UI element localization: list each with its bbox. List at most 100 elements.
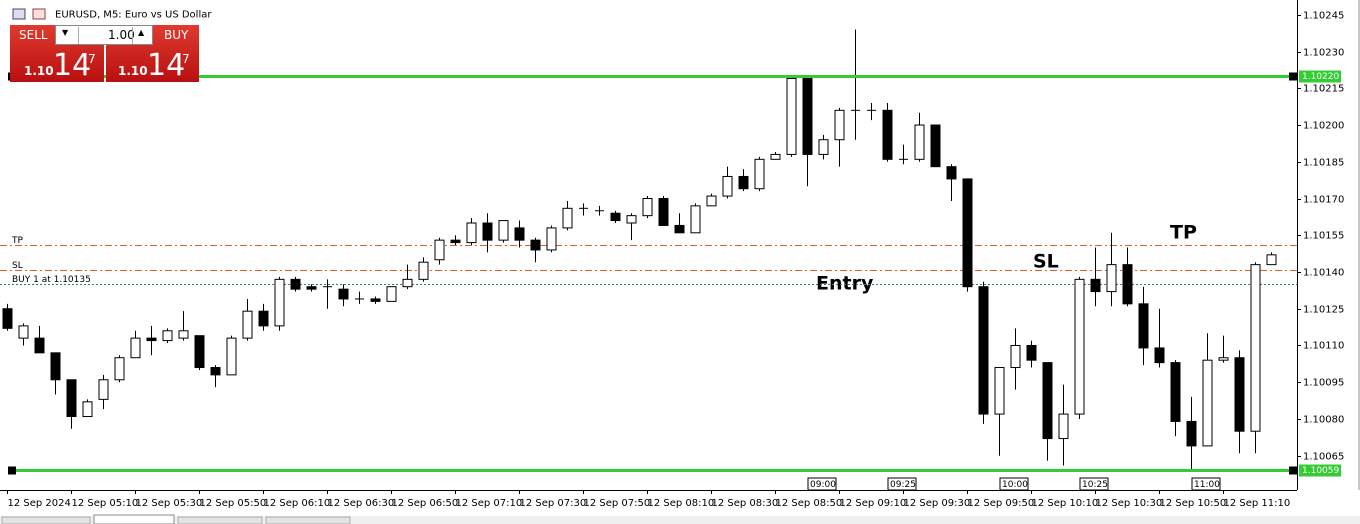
- candle-body: [818, 139, 829, 155]
- candle-body: [690, 205, 701, 234]
- x-tick-label: 12 Sep 06:50: [392, 498, 459, 509]
- candle-body: [962, 178, 973, 288]
- x-tick-label: 12 Sep 05:50: [200, 498, 267, 509]
- buy-price-point: 7: [182, 52, 190, 66]
- sell-button[interactable]: SELL 1.10 14 7: [10, 25, 104, 82]
- candle-body: [674, 224, 685, 234]
- time-marker-box: [1079, 477, 1109, 491]
- header-icons: [12, 8, 46, 20]
- y-tick-label: 1.10065: [1303, 452, 1344, 463]
- x-tick-label: 12 Sep 10:50: [1160, 498, 1227, 509]
- divider: [132, 27, 133, 44]
- candle-body: [274, 278, 285, 327]
- tabs: [0, 514, 1360, 524]
- candle-body: [162, 330, 173, 342]
- candle-body: [802, 77, 813, 155]
- y-tick-label: 1.10200: [1303, 121, 1344, 132]
- candle-body: [994, 367, 1005, 415]
- time-marker-box: [807, 477, 837, 491]
- annotation: Entry: [816, 273, 874, 295]
- candle-body: [930, 124, 941, 168]
- y-tick-label: 1.10185: [1303, 158, 1344, 169]
- candle-body: [1074, 278, 1085, 415]
- x-tick-label: 12 Sep 05:10: [72, 498, 139, 509]
- candle-body: [754, 158, 765, 190]
- time-marker: 10:00: [1002, 480, 1028, 490]
- candle-body: [1090, 278, 1101, 293]
- level-price-box: [1299, 70, 1341, 83]
- candle-body: [402, 278, 413, 288]
- level-handle: [1289, 466, 1297, 475]
- x-tick-label: 12 Sep 11:10: [1224, 498, 1291, 509]
- x-tick-label: 12 Sep 06:10: [264, 498, 331, 509]
- candle-body: [242, 310, 253, 339]
- candle-body: [258, 310, 269, 327]
- candle-body: [786, 77, 797, 155]
- x-tick-label: 12 Sep 10:10: [1032, 498, 1099, 509]
- candle-body: [82, 401, 93, 418]
- time-markers: 09:00 09:25 10:00 10:25 11:00: [807, 477, 1221, 491]
- candle-body: [978, 286, 989, 415]
- volume-down[interactable]: ▼: [62, 28, 69, 37]
- candle-body: [386, 286, 397, 302]
- candle-body: [1058, 413, 1069, 440]
- candle-body: [1250, 264, 1261, 432]
- tab-bar: [0, 516, 1360, 524]
- trade-line-label: TP: [11, 236, 23, 246]
- y-tick-label: 1.10110: [1303, 341, 1344, 352]
- candle-body: [1026, 344, 1037, 361]
- sell-label: SELL: [19, 28, 48, 42]
- icon: [32, 8, 46, 20]
- tab[interactable]: [93, 514, 175, 524]
- candle-body: [626, 215, 637, 224]
- candle-body: [514, 227, 525, 241]
- candle-body: [530, 239, 541, 251]
- y-tick-label: 1.10245: [1303, 11, 1344, 22]
- candle-body: [1122, 264, 1133, 305]
- candle-body: [482, 222, 493, 241]
- time-marker: 11:00: [1194, 480, 1220, 490]
- candle-body: [498, 220, 509, 241]
- candle-body: [946, 166, 957, 180]
- tab[interactable]: [265, 516, 351, 524]
- chart-title: EURUSD, M5: Euro vs US Dollar: [55, 10, 212, 21]
- time-marker-box: [1191, 477, 1221, 491]
- candle-body: [50, 352, 61, 381]
- time-marker-box: [887, 477, 917, 491]
- sell-price-point: 7: [88, 52, 96, 66]
- candle-body: [706, 195, 717, 207]
- volume-up[interactable]: ▲: [138, 28, 145, 37]
- sell-price-pips: 14: [53, 48, 92, 83]
- x-tick-label: 12 Sep 08:10: [648, 498, 715, 509]
- trade-line-label: BUY 1 at 1.10135: [12, 275, 91, 285]
- candle-body: [738, 175, 749, 190]
- candle-body: [658, 198, 669, 226]
- trade-line-label: SL: [12, 261, 23, 271]
- y-tick-label: 1.10080: [1303, 415, 1344, 426]
- candle-body: [1010, 344, 1021, 369]
- candle-body: [1266, 254, 1277, 266]
- volume-value: 1.00: [108, 28, 135, 42]
- level-price-label: 1.10220: [1302, 72, 1339, 82]
- annotation: SL: [1033, 251, 1059, 273]
- candle-body: [1106, 264, 1117, 293]
- tab[interactable]: [177, 516, 263, 524]
- x-tick-label: 12 Sep 09:50: [968, 498, 1035, 509]
- tab[interactable]: [1, 516, 91, 524]
- volume-box[interactable]: ▼ 1.00 ▲: [55, 25, 153, 45]
- candle-body: [1218, 357, 1229, 361]
- sell-price-big: 1.10: [24, 64, 54, 78]
- candle-body: [1138, 303, 1149, 349]
- candle-body: [146, 337, 157, 342]
- candle-body: [210, 367, 221, 376]
- divider: [78, 27, 79, 44]
- x-tick-label: 12 Sep 09:30: [904, 498, 971, 509]
- candle-body: [562, 207, 573, 229]
- buy-price-pips: 14: [147, 48, 186, 83]
- buy-label: BUY: [164, 28, 189, 42]
- x-tick-label: 12 Sep 07:30: [520, 498, 587, 509]
- candle-body: [370, 298, 381, 302]
- candle-body: [290, 278, 301, 290]
